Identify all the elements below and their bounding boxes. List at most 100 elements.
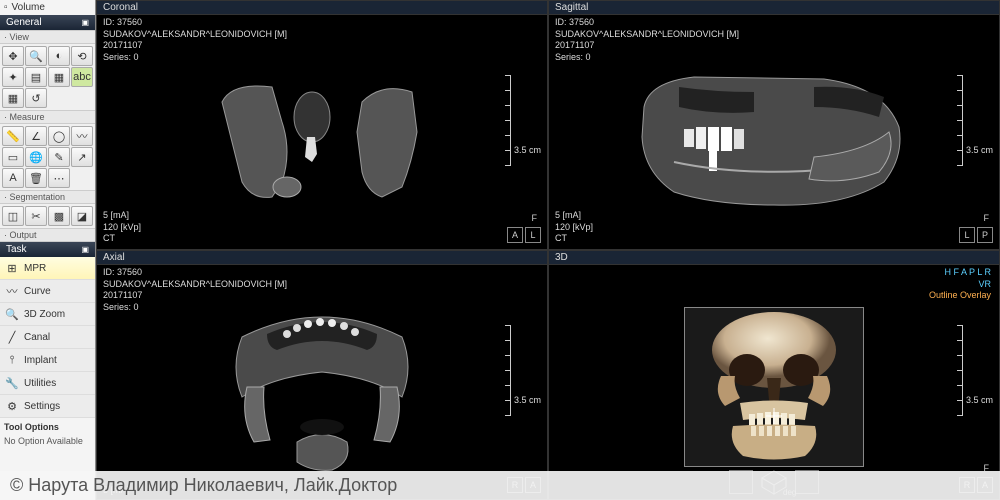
viewport-sagittal[interactable]: Sagittal ID: 37560 SUDAKOV^ALEKSANDR^LEO…	[548, 0, 1000, 250]
orient-box: L P	[959, 227, 993, 243]
profile-tool[interactable]: 〰	[71, 126, 93, 146]
canal-icon: ╱	[4, 329, 20, 345]
general-header[interactable]: General ▣	[0, 15, 95, 30]
task-header[interactable]: Task ▣	[0, 242, 95, 257]
task-list: ⊞ MPR 〰 Curve 🔍 3D Zoom ╱ Canal ⫯ Implan…	[0, 257, 95, 418]
measure-subsection: · Measure	[0, 110, 95, 124]
seg-tool-1[interactable]: ◫	[2, 206, 24, 226]
text-tool[interactable]: A	[2, 168, 24, 188]
coronal-slice	[182, 62, 462, 212]
seg-tool-2[interactable]: ✂	[25, 206, 47, 226]
task-3dzoom[interactable]: 🔍 3D Zoom	[0, 303, 95, 326]
outline-overlay: Outline Overlay	[929, 290, 991, 302]
task-label: Implant	[24, 355, 57, 366]
patient-name: SUDAKOV^ALEKSANDR^LEONIDOVICH [M]	[103, 29, 287, 41]
skull-3d-render	[684, 307, 864, 467]
task-label: MPR	[24, 263, 46, 274]
modality: CT	[555, 233, 593, 245]
measure-tools: 📏 ∠ ◯ 〰 ▭ 🌐 ✎ ↗ A 🗑 ⋯	[0, 124, 95, 190]
view-tools: ✥ 🔍 ◐ ⟲ ✦ ▤ ▦ abc ▦ ↺	[0, 44, 95, 110]
view-subsection: · View	[0, 30, 95, 44]
task-label: Curve	[24, 286, 51, 297]
grid-tool[interactable]: ▦	[2, 88, 24, 108]
kvp-value: 120 [kVp]	[103, 222, 141, 234]
main-viewports: Coronal ID: 37560 SUDAKOV^ALEKSANDR^LEON…	[96, 0, 1000, 500]
trash-tool[interactable]: 🗑	[25, 168, 47, 188]
roi-tool[interactable]: ▭	[2, 147, 24, 167]
hfaplr: H F A P L R	[929, 267, 991, 279]
ma-value: 5 [mA]	[103, 210, 141, 222]
task-settings[interactable]: ⚙ Settings	[0, 395, 95, 418]
threed-title: 3D	[549, 251, 999, 265]
globe-tool[interactable]: 🌐	[25, 147, 47, 167]
scale-label: 3.5 cm	[966, 145, 993, 155]
scale-label: 3.5 cm	[966, 395, 993, 405]
patient-id: ID: 37560	[555, 17, 739, 29]
task-canal[interactable]: ╱ Canal	[0, 326, 95, 349]
zoom-tool[interactable]: 🔍	[25, 46, 47, 66]
vr-label: VR	[929, 279, 991, 291]
angle-tool[interactable]: ∠	[25, 126, 47, 146]
collapse-icon: ▣	[81, 18, 89, 27]
viewport-axial[interactable]: Axial ID: 37560 SUDAKOV^ALEKSANDR^LEONID…	[96, 250, 548, 500]
implant-icon: ⫯	[4, 352, 20, 368]
overlay-tool[interactable]: abc	[71, 67, 93, 87]
volume-tab[interactable]: ▫ Volume	[0, 0, 95, 15]
window-tool[interactable]: ◐	[48, 46, 70, 66]
seg-tool-3[interactable]: ▩	[48, 206, 70, 226]
orient-l: L	[525, 227, 541, 243]
orient-f: F	[532, 213, 538, 223]
task-implant[interactable]: ⫯ Implant	[0, 349, 95, 372]
more-measure-tool[interactable]: ⋯	[48, 168, 70, 188]
task-mpr[interactable]: ⊞ MPR	[0, 257, 95, 280]
collapse-icon: ▣	[81, 245, 89, 254]
study-date: 20171107	[103, 40, 287, 52]
orient-a: A	[507, 227, 523, 243]
zoom3d-icon: 🔍	[4, 306, 20, 322]
modality: CT	[103, 233, 141, 245]
palette-tool[interactable]: ▦	[48, 67, 70, 87]
task-curve[interactable]: 〰 Curve	[0, 280, 95, 303]
coronal-title: Coronal	[97, 1, 547, 15]
orient-box: A L	[507, 227, 541, 243]
task-label: Utilities	[24, 378, 56, 389]
task-label: Canal	[24, 332, 50, 343]
task-utilities[interactable]: 🔧 Utilities	[0, 372, 95, 395]
axial-title: Axial	[97, 251, 547, 265]
sagittal-acq: 5 [mA] 120 [kVp] CT	[555, 210, 593, 245]
patient-id: ID: 37560	[103, 267, 287, 279]
sagittal-slice	[614, 57, 934, 217]
ma-value: 5 [mA]	[555, 210, 593, 222]
scale-label: 3.5 cm	[514, 145, 541, 155]
utilities-icon: 🔧	[4, 375, 20, 391]
layers-tool[interactable]: ▤	[25, 67, 47, 87]
viewport-3d[interactable]: 3D H F A P L R VR Outline Overlay	[548, 250, 1000, 500]
reset-tool[interactable]: ↺	[25, 88, 47, 108]
sagittal-title: Sagittal	[549, 1, 999, 15]
general-title: General	[6, 17, 42, 28]
pan-tool[interactable]: ✥	[2, 46, 24, 66]
copyright-watermark: © Нарута Владимир Николаевич, Лайк.Докто…	[0, 471, 1000, 500]
vr-info: H F A P L R VR Outline Overlay	[929, 267, 991, 302]
settings-icon: ⚙	[4, 398, 20, 414]
seg-tool-4[interactable]: ◪	[71, 206, 93, 226]
tool-options-content: No Option Available	[4, 436, 91, 446]
tool-options-heading: Tool Options	[4, 422, 91, 432]
task-title: Task	[6, 244, 27, 255]
segmentation-tools: ◫ ✂ ▩ ◪	[0, 204, 95, 228]
ruler-tool[interactable]: 📏	[2, 126, 24, 146]
arrow-tool[interactable]: ↗	[71, 147, 93, 167]
scale-label: 3.5 cm	[514, 395, 541, 405]
patient-name: SUDAKOV^ALEKSANDR^LEONIDOVICH [M]	[555, 29, 739, 41]
orient-p: P	[977, 227, 993, 243]
note-tool[interactable]: ✎	[48, 147, 70, 167]
rotate-tool[interactable]: ⟲	[71, 46, 93, 66]
area-tool[interactable]: ◯	[48, 126, 70, 146]
task-label: Settings	[24, 401, 60, 412]
output-subsection: · Output	[0, 228, 95, 242]
crosshair-tool[interactable]: ✦	[2, 67, 24, 87]
curve-icon: 〰	[4, 283, 20, 299]
orient-f: F	[984, 213, 990, 223]
viewport-coronal[interactable]: Coronal ID: 37560 SUDAKOV^ALEKSANDR^LEON…	[96, 0, 548, 250]
patient-id: ID: 37560	[103, 17, 287, 29]
